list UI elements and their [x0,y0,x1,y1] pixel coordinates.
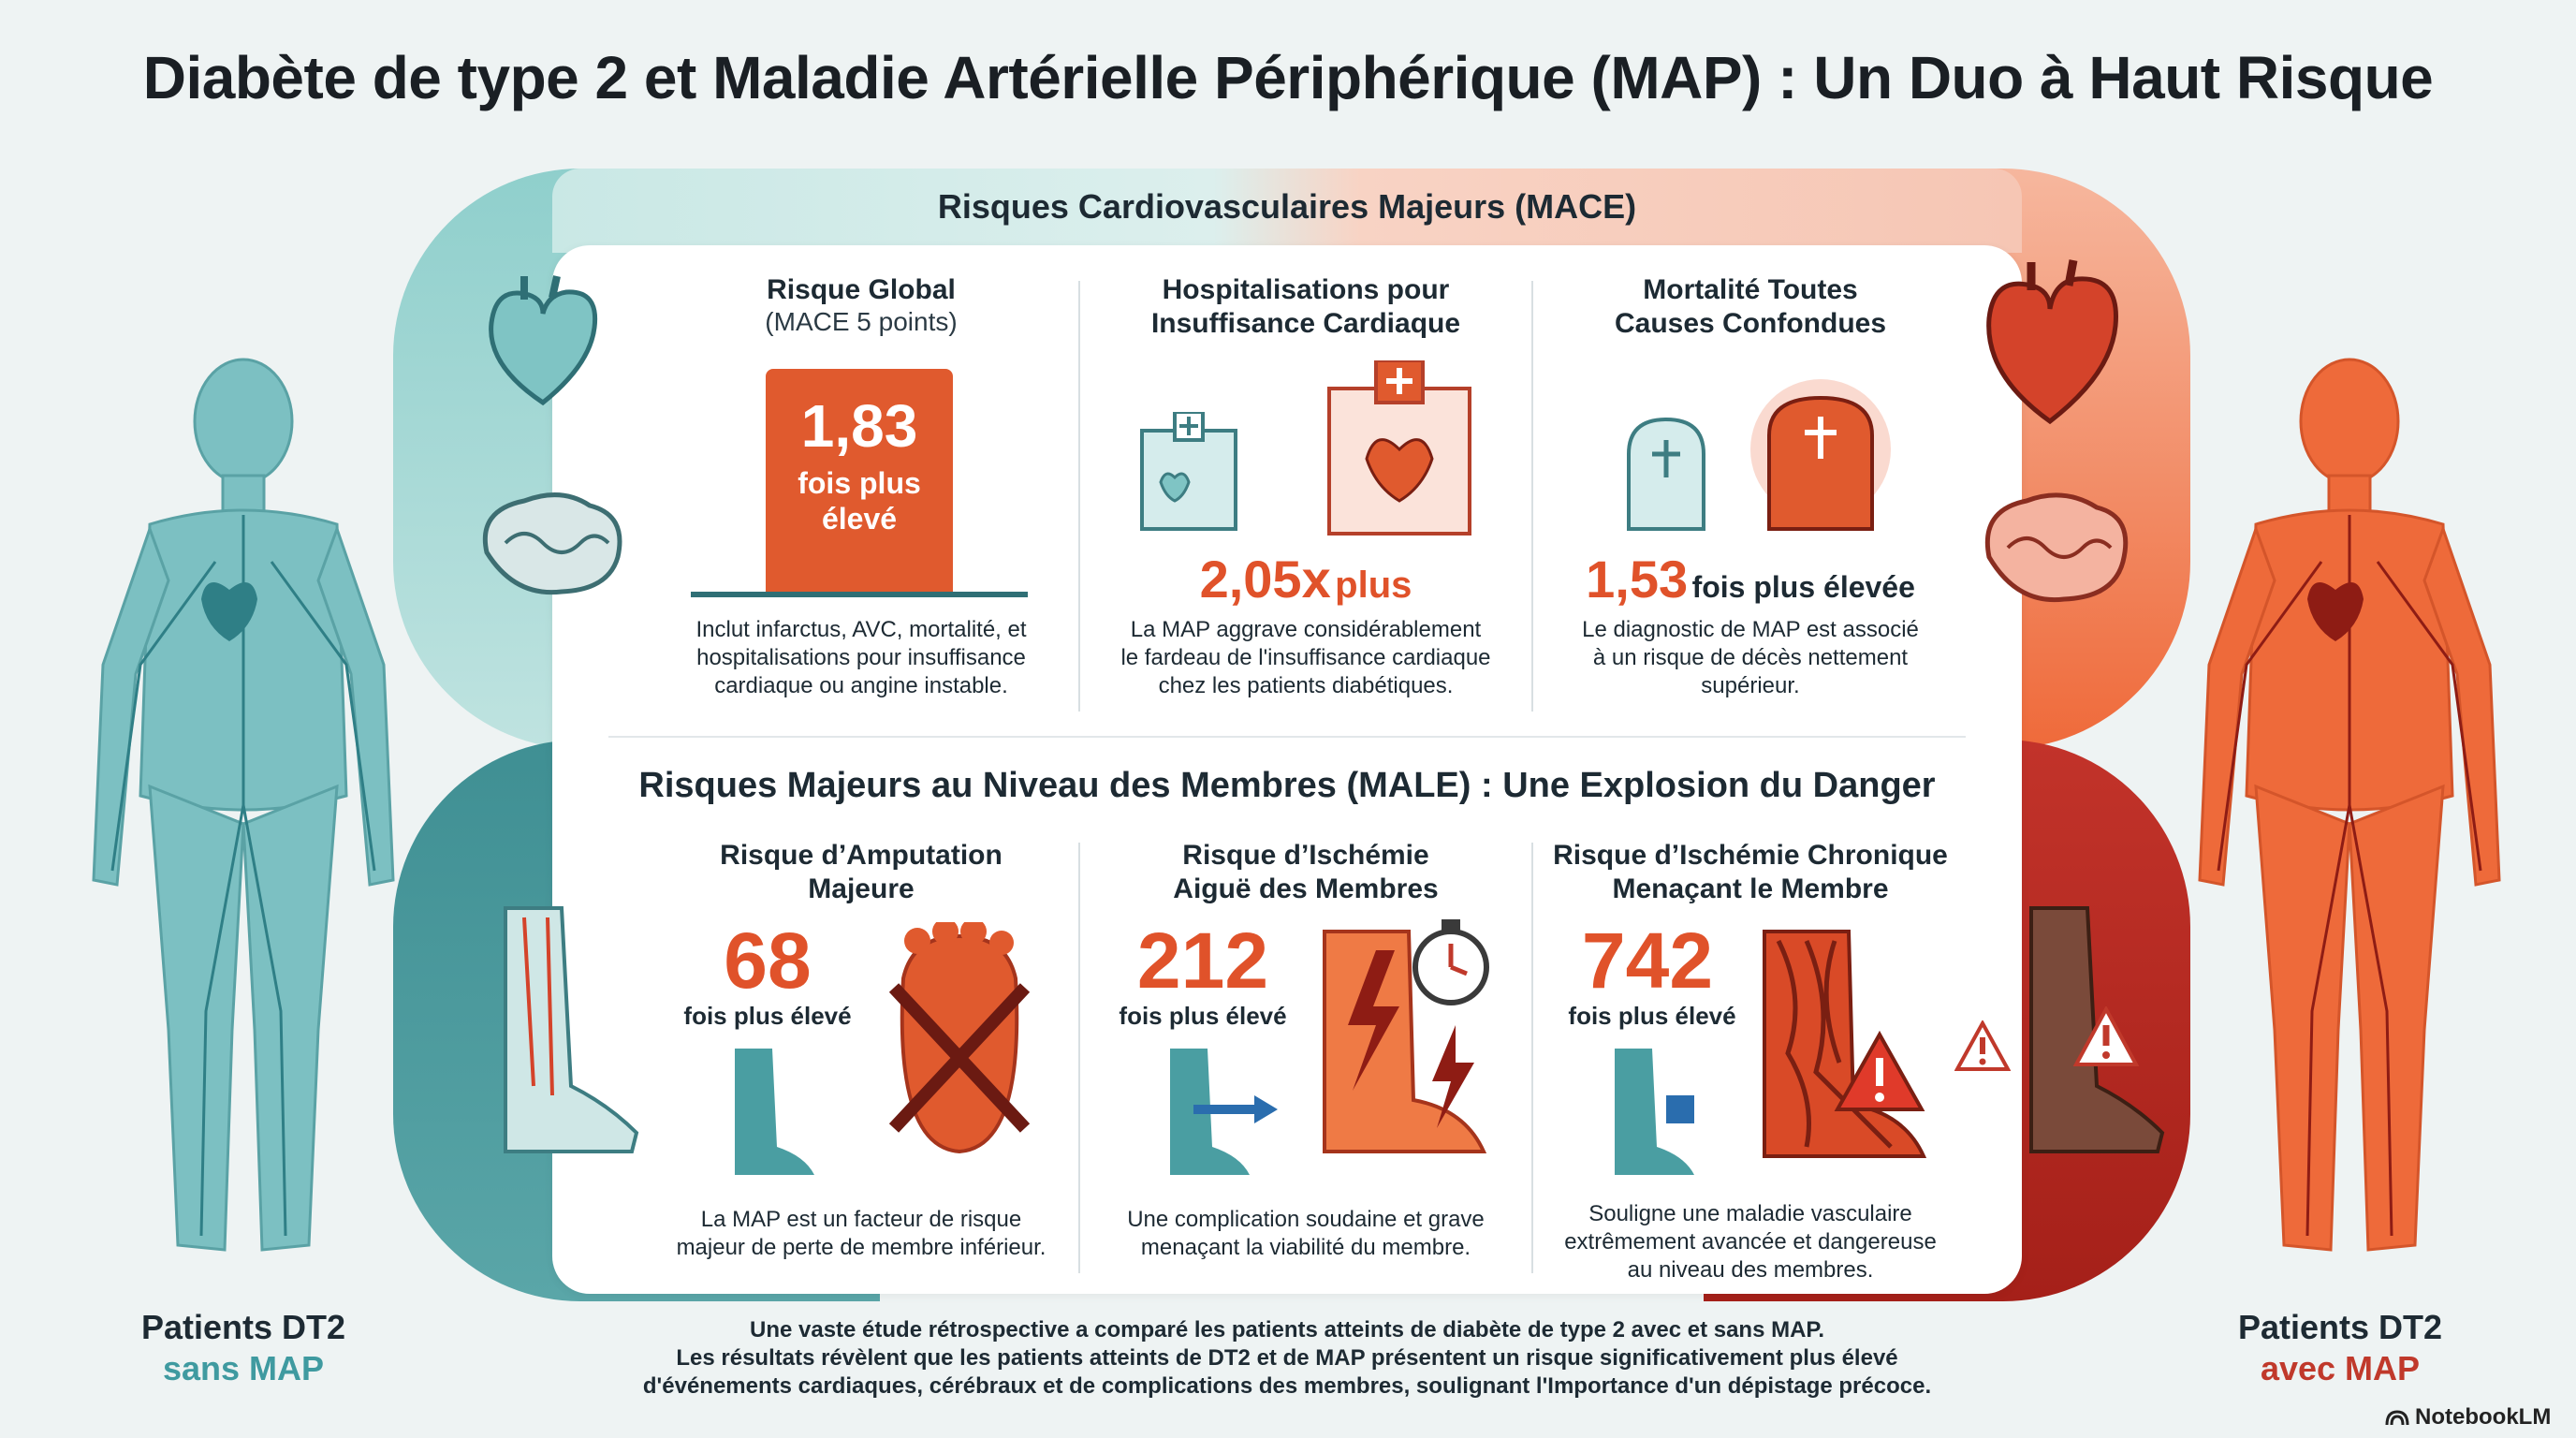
male-col2-desc-1: Une complication soudaine et grave [1127,1207,1485,1232]
male-col2-unit: fois plus élevé [1119,1002,1287,1030]
mace-col3-value-line: 1,53 fois plus élevée [1544,549,1956,609]
damaged-heart-icon [1986,259,2118,425]
mace-col3-desc-2: à un risque de décès nettement [1592,645,1909,670]
heart-icon [201,582,257,641]
male-col1-desc-2: majeur de perte de membre inférieur. [676,1235,1046,1260]
mace-col1-desc-1: Inclut infarctus, AVC, mortalité, et [695,617,1027,642]
mace-col3-desc-1: Le diagnostic de MAP est associé [1582,617,1919,642]
warning-icon [1834,1030,1925,1111]
leg-arrow-icon [1170,1049,1278,1175]
mace-col1-value: 1,83 [800,392,918,460]
mace-col1-title: Risque Global [767,274,956,305]
footer-line-2: Les résultats révèlent que les patients … [676,1345,1898,1371]
teal-leg-icon [504,906,639,1153]
warning-icon [1954,1020,2011,1071]
mace-col2-unit: plus [1335,565,1412,606]
male-col1-desc-1: La MAP est un facteur de risque [700,1207,1022,1232]
mace-col3-title-2: Causes Confondues [1614,308,1887,339]
footer-line-1: Une vaste étude rétrospective a comparé … [749,1317,1824,1343]
mace-col2-title-2: Insuffisance Cardiaque [1150,308,1461,339]
stopwatch-icon [1412,919,1489,1005]
male-col3-desc-2: extrêmement avancée et dangereuse [1564,1229,1937,1255]
heart-organ-icon [489,275,598,406]
brand: NotebookLM [2385,1404,2551,1431]
lightning-leg-icon [1323,930,1487,1153]
divider [1078,281,1080,712]
male-col3-desc-1: Souligne une maladie vasculaire [1588,1201,1912,1226]
brain-organ-icon [482,492,622,595]
baseline-bar [691,592,1028,597]
leg-icon [735,1049,814,1175]
right-patient-label-2: avec MAP [2260,1349,2421,1387]
brand-name: NotebookLM [2415,1404,2552,1430]
damaged-brain-icon [1984,492,2129,603]
male-col3-unit: fois plus élevé [1568,1002,1736,1030]
mace-title: Risques Cardiovasculaires Majeurs (MACE) [937,187,1637,226]
mace-col2-title-1: Hospitalisations pour [1162,274,1450,305]
hospital-icon [1140,412,1237,531]
mace-col2-desc-2: le fardeau de l'insuffisance cardiaque [1120,645,1491,670]
mace-col2-desc-1: La MAP aggrave considérablement [1130,617,1482,642]
mace-col1-desc-2: hospitalisations pour insuffisance [696,645,1026,670]
mace-col1-unit-line1: fois plus [798,466,921,500]
mace-col2-value: 2,05x [1199,550,1331,609]
mace-col1-value-box [766,369,953,594]
hospital-heart-icon [1327,360,1471,536]
male-col1-value: 68 [724,917,812,1005]
male-title: Risques Majeurs au Niveau des Membres (M… [638,766,1936,805]
heart-icon [2307,582,2364,641]
orange-body-figure [2198,358,2501,1252]
male-col1-title-1: Risque d’Amputation [720,840,1003,871]
leg-blocked-icon [1615,1049,1694,1175]
necrotic-leg-icon [2029,906,2165,1153]
tombstone-icon [1627,417,1705,531]
warning-icon [2073,1006,2139,1066]
mace-header-strip [552,169,2022,253]
divider [1078,843,1080,1273]
male-col2-title-1: Risque d’Ischémie [1182,840,1429,871]
mace-col2-desc-3: chez les patients diabétiques. [1158,673,1454,698]
section-divider [608,736,1966,738]
mace-col3-unit: fois plus élevée [1691,570,1915,604]
page-title: Diabète de type 2 et Maladie Artérielle … [142,44,2434,111]
mace-col3-value: 1,53 [1586,550,1689,609]
footer-line-3: d'événements cardiaques, cérébraux et de… [642,1373,1932,1399]
red-tombstone-icon [1750,379,1891,531]
male-col2-value: 212 [1136,917,1269,1005]
mace-col2-value-line: 2,05x plus [1095,549,1516,609]
mace-col3-desc-3: supérieur. [1701,673,1800,698]
teal-body-figure [92,358,395,1252]
divider [1531,843,1533,1273]
male-col1-unit: fois plus élevé [683,1002,852,1030]
male-col3-title-2: Menaçant le Membre [1612,873,1889,904]
male-col2-desc-2: menaçant la viabilité du membre. [1140,1235,1471,1260]
notebooklm-logo-icon [2385,1410,2409,1426]
crossed-foot-icon [888,922,1031,1154]
mace-col1-desc-3: cardiaque ou angine instable. [714,673,1008,698]
mace-col1-unit-line2: élevé [821,502,898,536]
left-patient-label-2: sans MAP [162,1349,325,1387]
right-patient-label-1: Patients DT2 [2237,1308,2443,1346]
male-col2-title-2: Aiguë des Membres [1173,873,1439,904]
left-patient-label-1: Patients DT2 [140,1308,346,1346]
male-col3-title-1: Risque d’Ischémie Chronique [1553,840,1948,871]
divider [1531,281,1533,712]
mace-col3-title-1: Mortalité Toutes [1643,274,1858,305]
male-col1-title-2: Majeure [808,873,915,904]
mace-col1-subtitle: (MACE 5 points) [765,307,958,336]
male-col3-value: 742 [1581,917,1714,1005]
male-col3-desc-3: au niveau des membres. [1627,1257,1874,1283]
